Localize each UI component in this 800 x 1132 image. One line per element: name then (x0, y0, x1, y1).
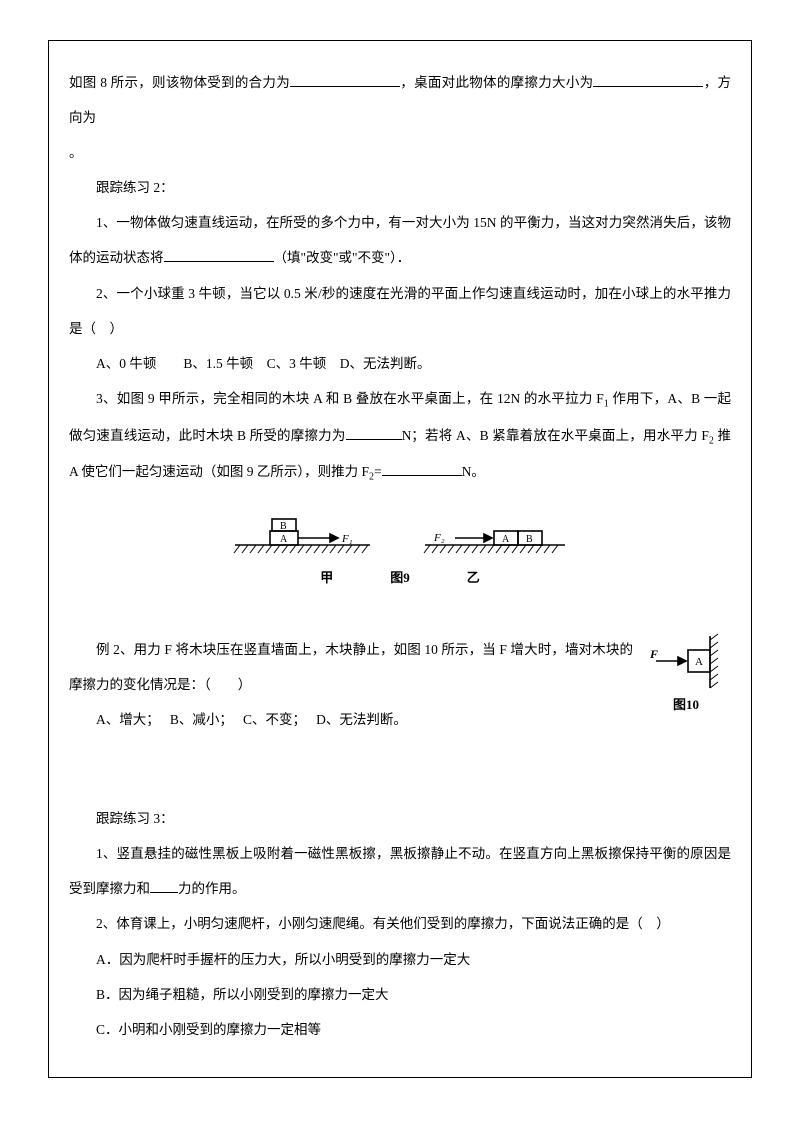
blank (593, 73, 703, 88)
blank (382, 462, 462, 477)
blank (290, 73, 400, 88)
spacer (69, 773, 731, 801)
text: 跟踪练习 2： (96, 180, 174, 195)
text: A、0 牛顿 B、1.5 牛顿 C、3 牛顿 D、无法判断。 (96, 356, 431, 371)
example-2-options: A、增大； B、减小； C、不变； D、无法判断。 (69, 702, 731, 737)
text: A、增大； B、减小； C、不变； D、无法判断。 (96, 712, 407, 727)
blank (150, 879, 178, 894)
text: 力的作用。 (178, 881, 246, 896)
blank (164, 248, 274, 263)
text: 3、如图 9 甲所示，完全相同的木块 A 和 B 叠放在水平桌面上，在 12N … (96, 391, 604, 406)
text: C．小明和小刚受到的摩擦力一定相等 (96, 1022, 321, 1037)
q3-1: 1、竖直悬挂的磁性黑板上吸附着一磁性黑板擦，黑板擦静止不动。在竖直方向上黑板擦保… (69, 836, 731, 906)
fig9-label-a: A (280, 534, 288, 545)
text: 如图 8 所示，则该物体受到的合力为 (69, 75, 290, 90)
text: = (374, 464, 382, 479)
text: 。 (69, 145, 83, 160)
q3-2-opt-c: C．小明和小刚受到的摩擦力一定相等 (69, 1012, 731, 1047)
text: N。 (462, 464, 485, 479)
fig10-f: F (649, 647, 658, 661)
fig9-label-b: B (280, 521, 287, 532)
text: B．因为绳子粗糙，所以小刚受到的摩擦力一定大 (96, 987, 389, 1002)
text: （填"改变"或"不变"）． (274, 250, 411, 265)
section-title-track2: 跟踪练习 2： (69, 170, 731, 205)
figure-9: B A F₁ (69, 505, 731, 586)
figure-9-caption: 甲 图9 乙 (69, 567, 731, 586)
text: 例 2、用力 F 将木块压在竖直墙面上，木块静止，如图 10 所示，当 F 增大… (69, 642, 633, 692)
text: 2、体育课上，小明匀速爬杆，小刚匀速爬绳。有关他们受到的摩擦力，下面说法正确的是… (96, 916, 670, 931)
text: N；若将 A、B 紧靠着放在水平桌面上，用水平力 F (402, 428, 709, 443)
text: ，桌面对此物体的摩擦力大小为 (400, 75, 593, 90)
spacer (69, 737, 731, 773)
document-page: 如图 8 所示，则该物体受到的合力为，桌面对此物体的摩擦力大小为，方向为 。 跟… (48, 40, 752, 1078)
q3-2-opt-a: A．因为爬杆时手握杆的压力大，所以小明受到的摩擦力一定大 (69, 942, 731, 977)
text: 跟踪练习 3： (96, 811, 174, 826)
paragraph-intro-end: 。 (69, 135, 731, 170)
q2-2: 2、一个小球重 3 牛顿，当它以 0.5 米/秒的速度在光滑的平面上作匀速直线运… (69, 276, 731, 346)
example-2: 例 2、用力 F 将木块压在竖直墙面上，木块静止，如图 10 所示，当 F 增大… (69, 632, 731, 702)
text: 2、一个小球重 3 牛顿，当它以 0.5 米/秒的速度在光滑的平面上作匀速直线运… (69, 286, 731, 336)
fig9-caption-right: 乙 (433, 567, 513, 586)
figure-10: F A 图10 (641, 632, 731, 713)
q2-2-options: A、0 牛顿 B、1.5 牛顿 C、3 牛顿 D、无法判断。 (69, 346, 731, 381)
fig9-label-f1: F₁ (341, 533, 353, 545)
q2-3: 3、如图 9 甲所示，完全相同的木块 A 和 B 叠放在水平桌面上，在 12N … (69, 381, 731, 491)
subscript: 2 (709, 435, 714, 446)
blank (346, 425, 402, 440)
paragraph-intro: 如图 8 所示，则该物体受到的合力为，桌面对此物体的摩擦力大小为，方向为 (69, 65, 731, 135)
spacer (69, 596, 731, 632)
text: A．因为爬杆时手握杆的压力大，所以小明受到的摩擦力一定大 (96, 952, 470, 967)
section-title-track3: 跟踪练习 3： (69, 801, 731, 836)
q3-2-opt-b: B．因为绳子粗糙，所以小刚受到的摩擦力一定大 (69, 977, 731, 1012)
fig9-label-a2: A (502, 534, 510, 545)
q2-1: 1、一物体做匀速直线运动，在所受的多个力中，有一对大小为 15N 的平衡力，当这… (69, 205, 731, 275)
fig9-label-b2: B (526, 534, 533, 545)
fig9-caption-center: 图9 (370, 567, 430, 586)
figure-10-caption: 图10 (641, 694, 731, 713)
fig9-caption-left: 甲 (287, 567, 367, 586)
q3-2: 2、体育课上，小明匀速爬杆，小刚匀速爬绳。有关他们受到的摩擦力，下面说法正确的是… (69, 906, 731, 941)
fig9-label-f2: F₂ (433, 532, 445, 544)
fig10-a: A (695, 656, 703, 668)
